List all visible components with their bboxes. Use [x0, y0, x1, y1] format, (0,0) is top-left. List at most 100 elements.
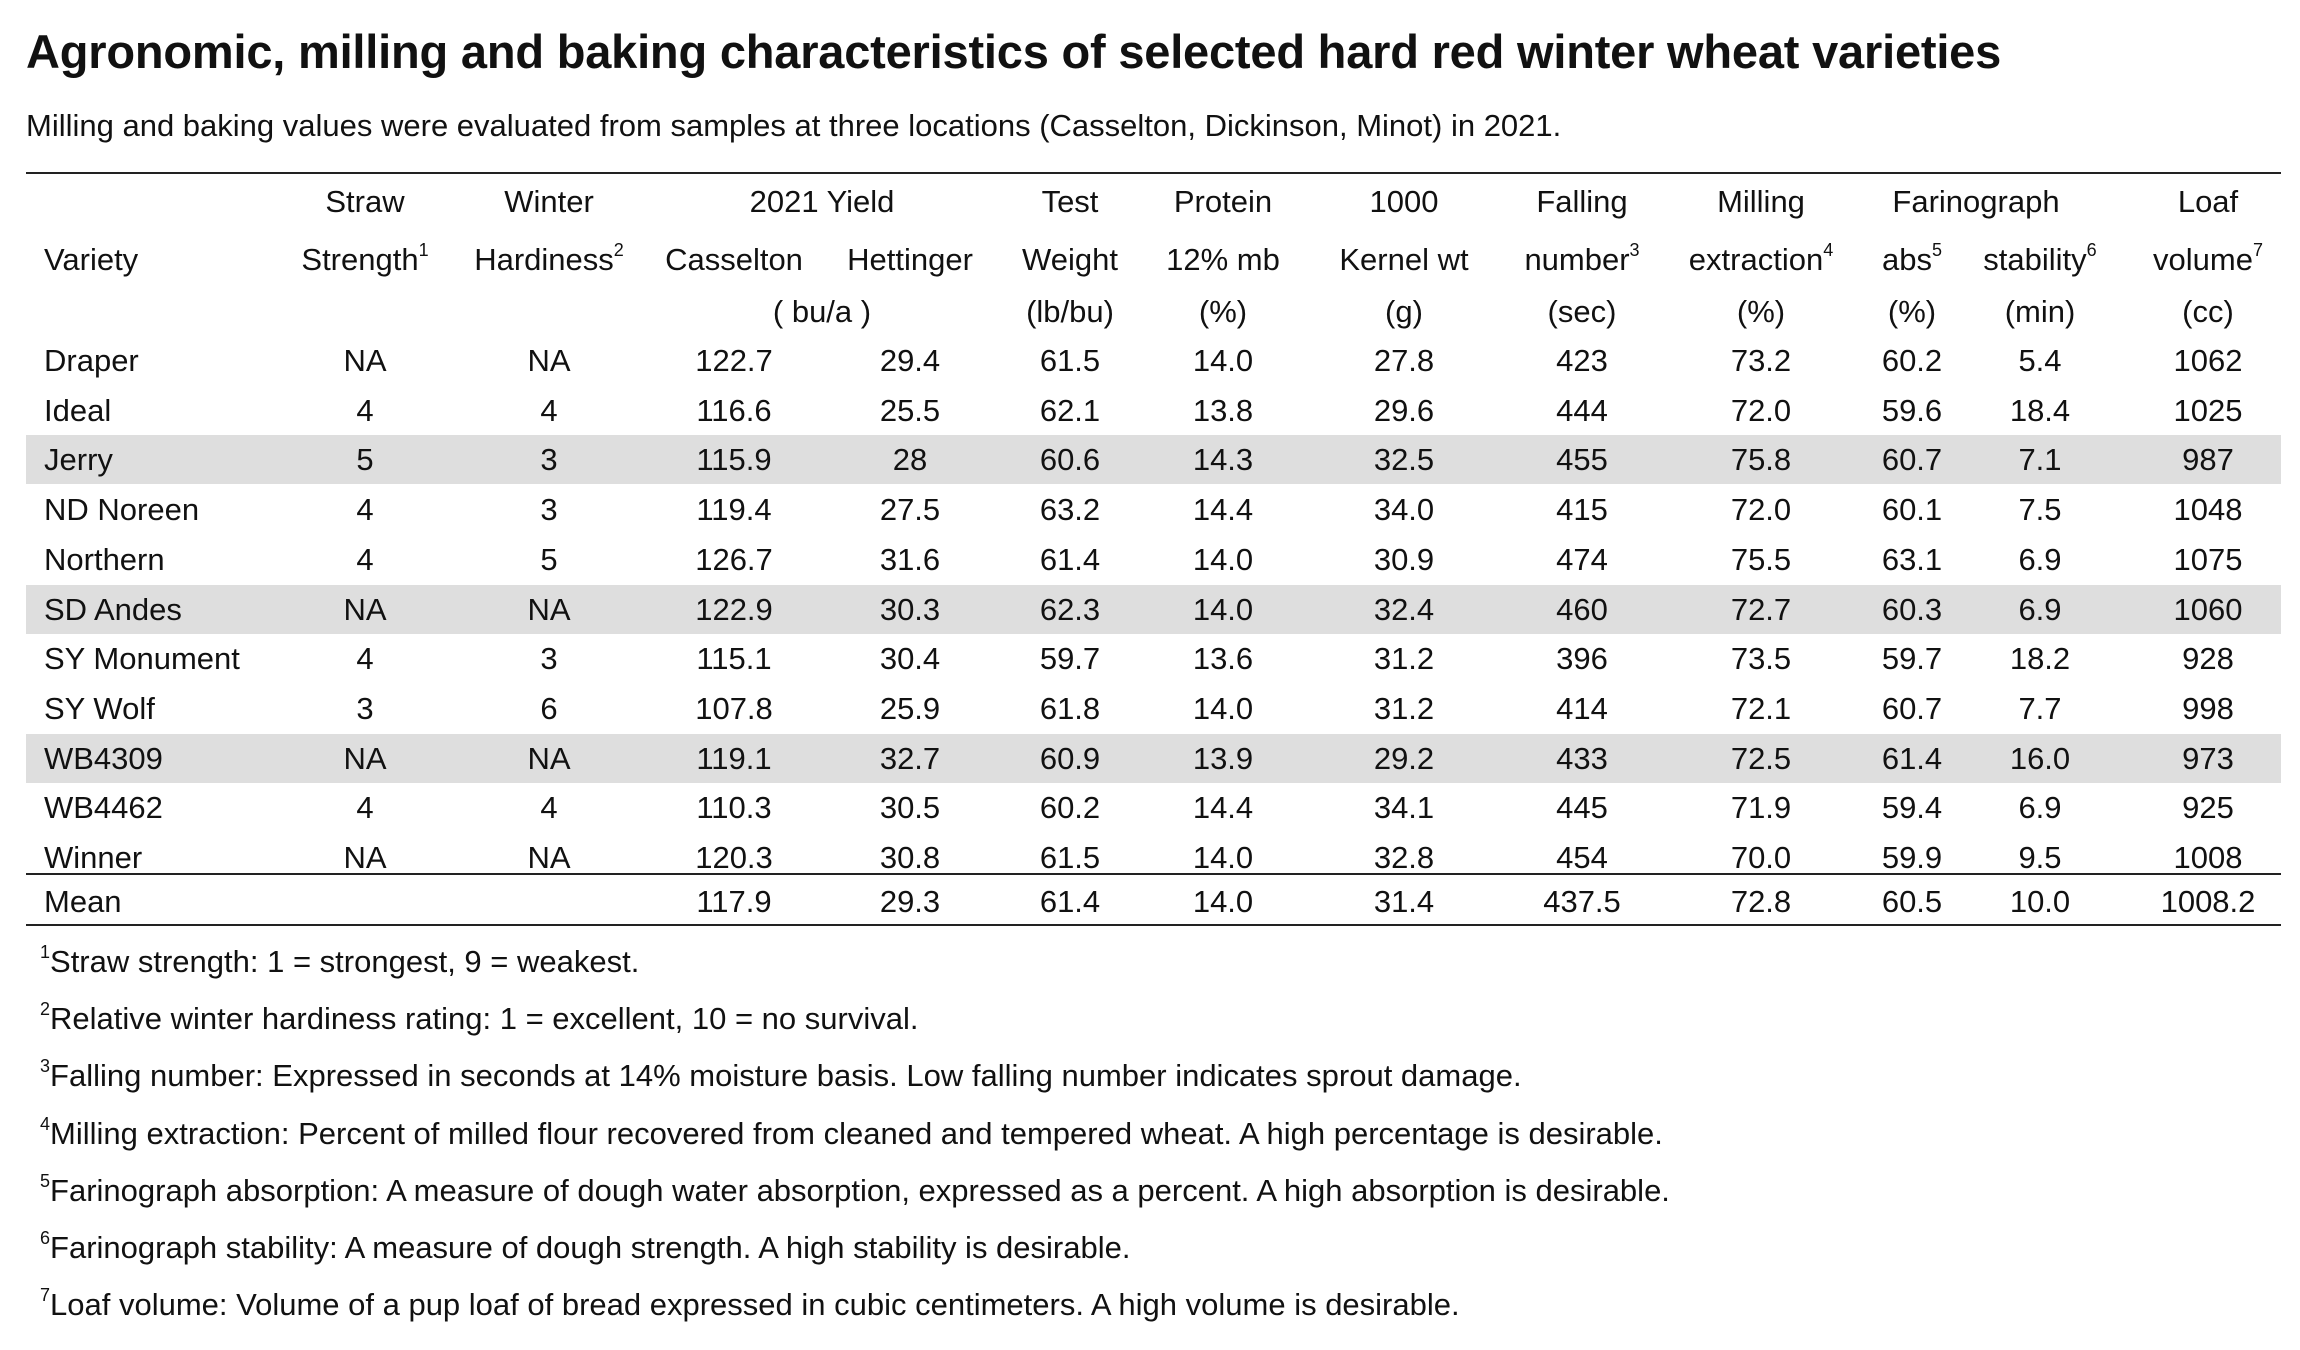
table-cell-farinograph-abs: 59.6 — [1881, 392, 1943, 428]
header-cell-straw-strength: Strength1 — [301, 241, 428, 275]
header-cell-test-weight: Weight — [1022, 244, 1118, 275]
table-cell-winter-hardiness: NA — [527, 591, 571, 627]
table-cell-kernel-weight: 32.8 — [1373, 840, 1435, 875]
table-cell-protein: 13.9 — [1192, 740, 1254, 776]
table-cell-yield-casselton: 122.7 — [695, 343, 773, 378]
table-cell-milling-extraction: 73.2 — [1730, 343, 1792, 378]
table-cell-kernel-weight: 30.9 — [1373, 541, 1435, 577]
table-cell-milling-extraction: 75.5 — [1730, 541, 1792, 577]
footnote: 1Straw strength: 1 = strongest, 9 = weak… — [40, 943, 639, 977]
unit-cell: (g) — [1385, 294, 1423, 329]
header-cell: Winter — [504, 184, 594, 219]
header-cell-variety: Variety — [44, 244, 138, 275]
table-cell-yield-casselton: 107.8 — [695, 690, 773, 726]
header-cell-farinograph-abs: abs5 — [1882, 241, 1942, 277]
table-cell-loaf-volume: 1062 — [2173, 343, 2243, 378]
table-cell-yield-casselton: 120.3 — [695, 840, 773, 875]
table-cell-straw-strength: 4 — [356, 541, 374, 577]
header-cell-protein: 12% mb — [1166, 244, 1280, 275]
table-cell-test-weight: 61.8 — [1039, 690, 1101, 726]
header-cell-milling-extraction: extraction4 — [1689, 241, 1833, 275]
table-cell-winter-hardiness: 5 — [540, 541, 558, 577]
header-cell: 1000 — [1369, 184, 1439, 219]
header-cell: Loaf — [2177, 184, 2239, 219]
table-cell-falling-number: 445 — [1556, 790, 1608, 826]
table-cell-protein: 14.4 — [1192, 790, 1254, 826]
table-cell-test-weight: 60.9 — [1039, 740, 1101, 776]
table-cell-yield-hettinger: 30.8 — [879, 840, 941, 875]
table-top-rule — [26, 172, 2281, 174]
table-cell-straw-strength: NA — [343, 740, 387, 776]
table-cell-kernel-weight: 31.2 — [1373, 641, 1435, 677]
table-cell-milling-extraction: 72.0 — [1730, 492, 1792, 528]
footnote: 5Farinograph absorption: A measure of do… — [40, 1172, 1670, 1206]
footnote-number: 7 — [40, 1285, 51, 1306]
header-cell-loaf-volume: volume7 — [2153, 241, 2263, 275]
footnote-number: 5 — [40, 1170, 51, 1191]
header-cell: Straw — [325, 184, 405, 219]
table-cell-falling-number: 433 — [1556, 740, 1608, 776]
table-cell-loaf-volume: 1048 — [2173, 492, 2243, 528]
variety-name: Winner — [44, 840, 143, 875]
variety-name: Draper — [44, 343, 139, 378]
mean-cell-kernel-weight: 31.4 — [1373, 884, 1435, 919]
table-cell-yield-hettinger: 25.9 — [879, 690, 941, 726]
table-cell-yield-casselton: 122.9 — [695, 591, 773, 627]
header-cell-kernel-weight: Kernel wt — [1339, 244, 1468, 275]
footnote-text: Loaf volume: Volume of a pup loaf of bre… — [50, 1287, 1460, 1323]
table-cell-yield-casselton: 119.1 — [696, 740, 772, 776]
table-cell-straw-strength: 4 — [356, 392, 374, 428]
table-bottom-rule — [26, 924, 2281, 926]
table-cell-farinograph-stability: 18.2 — [2009, 641, 2071, 677]
footnote-marker: 6 — [2086, 240, 2097, 260]
header-label: Hardiness — [474, 242, 614, 277]
header-cell: Milling — [1717, 184, 1805, 219]
table-cell-test-weight: 62.3 — [1039, 591, 1101, 627]
footnote-number: 1 — [40, 942, 51, 962]
mean-cell-yield-hettinger: 29.3 — [879, 884, 941, 919]
header-label: abs — [1882, 242, 1932, 277]
footnote-marker: 4 — [1823, 240, 1834, 260]
header-cell-falling-number: number3 — [1524, 241, 1639, 275]
header-label: Hettinger — [847, 242, 973, 277]
table-cell-farinograph-stability: 18.4 — [2009, 392, 2071, 428]
table-cell-yield-hettinger: 25.5 — [879, 392, 941, 428]
footnote: 3Falling number: Expressed in seconds at… — [40, 1057, 1522, 1091]
table-cell-protein: 14.0 — [1192, 343, 1254, 378]
table-cell-yield-casselton: 115.1 — [696, 641, 772, 677]
table-cell-loaf-volume: 987 — [2182, 442, 2234, 478]
table-cell-straw-strength: 4 — [356, 641, 374, 677]
header-label: Variety — [44, 242, 139, 277]
table-cell-winter-hardiness: NA — [527, 343, 571, 378]
header-label: Casselton — [665, 242, 803, 277]
table-cell-protein: 14.0 — [1192, 541, 1254, 577]
footnote: 4Milling extraction: Percent of milled f… — [40, 1115, 1663, 1149]
variety-name: WB4462 — [44, 790, 163, 826]
table-cell-farinograph-abs: 61.4 — [1881, 740, 1943, 776]
footnote-text: Relative winter hardiness rating: 1 = ex… — [50, 1001, 919, 1037]
table-cell-loaf-volume: 925 — [2182, 790, 2234, 826]
table-cell-milling-extraction: 72.5 — [1730, 740, 1792, 776]
table-cell-test-weight: 62.1 — [1039, 392, 1101, 428]
table-cell-yield-hettinger: 27.5 — [879, 492, 941, 528]
table-cell-straw-strength: 3 — [356, 690, 374, 726]
footnote-number: 4 — [40, 1113, 51, 1134]
header-label: 12% mb — [1166, 242, 1280, 277]
mean-cell-farinograph-stability: 10.0 — [2009, 884, 2071, 919]
table-cell-straw-strength: NA — [343, 343, 387, 378]
table-cell-kernel-weight: 29.6 — [1373, 392, 1435, 428]
table-cell-falling-number: 423 — [1556, 343, 1608, 378]
table-cell-falling-number: 474 — [1556, 541, 1608, 577]
table-cell-loaf-volume: 1060 — [2173, 591, 2243, 627]
table-cell-loaf-volume: 973 — [2182, 740, 2234, 776]
mean-cell-loaf-volume: 1008.2 — [2160, 884, 2256, 919]
header-cell-yield-casselton: Casselton — [665, 244, 803, 275]
table-cell-farinograph-abs: 60.2 — [1881, 343, 1943, 378]
table-cell-straw-strength: 4 — [356, 492, 374, 528]
table-cell-test-weight: 61.5 — [1039, 343, 1101, 378]
table-cell-protein: 14.0 — [1192, 690, 1254, 726]
mean-cell-falling-number: 437.5 — [1543, 884, 1621, 919]
mean-cell-protein: 14.0 — [1192, 884, 1254, 919]
table-cell-test-weight: 60.2 — [1039, 790, 1101, 826]
table-cell-protein: 14.3 — [1192, 442, 1254, 478]
